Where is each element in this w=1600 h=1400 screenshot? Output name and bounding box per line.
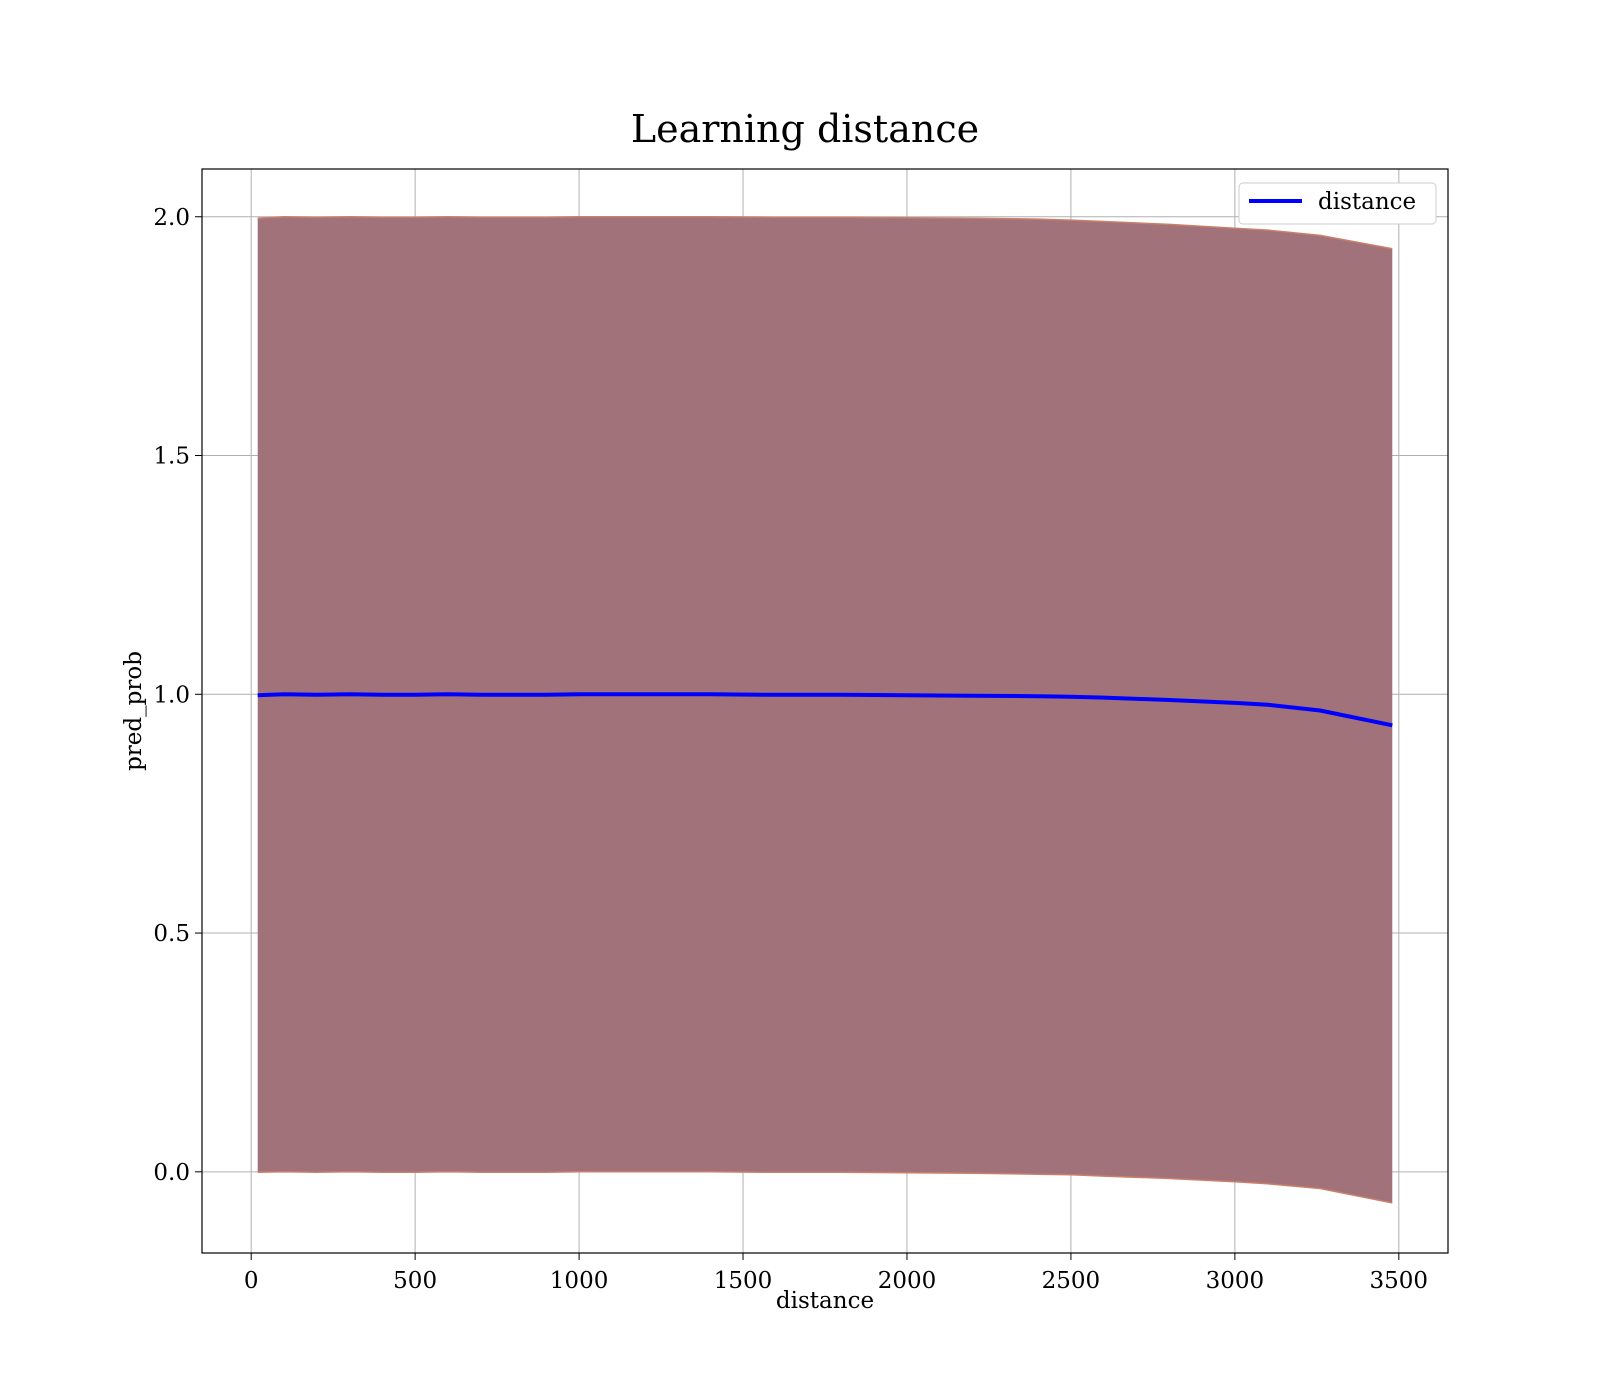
- y-tick-label: 1.5: [153, 444, 190, 470]
- x-tick-label: 1000: [550, 1268, 609, 1294]
- band-edge-lower: [257, 1171, 1393, 1204]
- x-tick-label: 2000: [878, 1268, 937, 1294]
- y-tick-label: 1.0: [153, 682, 190, 708]
- x-tick-label: 500: [393, 1268, 437, 1294]
- x-tick-label: 2500: [1042, 1268, 1101, 1294]
- series-line-distance: [257, 692, 1393, 728]
- chart-title: Learning distance: [631, 107, 979, 151]
- legend-label-distance: distance: [1318, 189, 1416, 215]
- band-edge-upper: [257, 216, 1393, 250]
- y-axis-label: pred_prob: [121, 651, 147, 771]
- legend: distance: [1238, 182, 1437, 225]
- y-tick-label: 0.0: [153, 1160, 190, 1186]
- x-tick-label: 0: [244, 1268, 259, 1294]
- plot-frame: [201, 168, 1449, 1254]
- legend-box: [1238, 182, 1437, 225]
- y-axis: 0.0 0.5 1.0 1.5 2.0: [153, 205, 202, 1186]
- x-tick-label: 3000: [1206, 1268, 1265, 1294]
- confidence-band: [257, 216, 1393, 1203]
- x-axis: 0 500 1000 1500 2000 2500 3000 3500: [244, 1253, 1428, 1294]
- x-axis-label: distance: [776, 1288, 874, 1314]
- y-tick-label: 2.0: [153, 205, 190, 231]
- y-tick-label: 0.5: [153, 921, 190, 947]
- x-tick-label: 3500: [1370, 1268, 1429, 1294]
- x-tick-label: 1500: [714, 1268, 773, 1294]
